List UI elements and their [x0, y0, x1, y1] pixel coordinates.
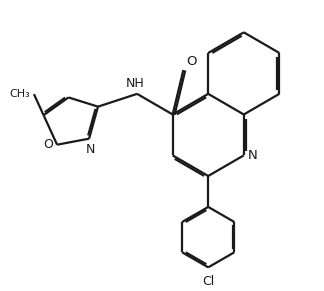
Text: N: N	[86, 143, 96, 156]
Text: N: N	[248, 149, 258, 162]
Text: CH₃: CH₃	[9, 89, 30, 99]
Text: NH: NH	[126, 77, 145, 90]
Text: Cl: Cl	[202, 275, 214, 288]
Text: O: O	[186, 55, 197, 68]
Text: O: O	[43, 138, 53, 151]
